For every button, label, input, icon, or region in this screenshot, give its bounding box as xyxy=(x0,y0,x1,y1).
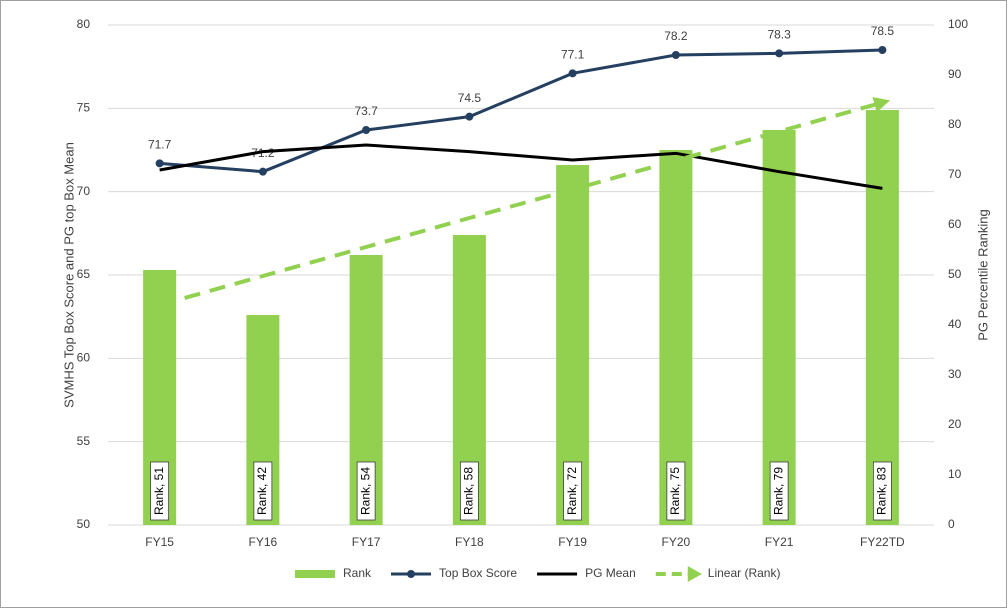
y2-tick-label: 20 xyxy=(948,417,962,431)
y-tick-label: 75 xyxy=(77,101,91,115)
line xyxy=(159,48,883,174)
data-label: Rank, 83 xyxy=(875,467,889,515)
data-label-box xyxy=(563,461,583,521)
data-label: Rank, 75 xyxy=(668,467,682,515)
point xyxy=(878,46,887,54)
y-tick-label: 80 xyxy=(77,17,91,31)
y-tick-label: 50 xyxy=(77,517,91,531)
data-label-box xyxy=(253,461,273,521)
y-tick-label: 65 xyxy=(77,267,91,281)
legend-item: Linear (Rank) xyxy=(655,566,781,582)
data-label-box xyxy=(459,461,479,521)
x-tick-label: FY16 xyxy=(249,535,278,549)
point xyxy=(568,69,577,78)
y-tick-label: 60 xyxy=(77,351,91,365)
y2-axis-label: PG Percentile Ranking xyxy=(975,209,990,341)
data-label: 71.7 xyxy=(148,138,172,152)
legend-item: Top Box Score xyxy=(391,566,517,580)
data-label: 78.2 xyxy=(664,29,688,43)
y2-tick-label: 30 xyxy=(948,367,962,381)
bar xyxy=(865,110,899,525)
y2-tick-label: 70 xyxy=(948,167,962,181)
data-label-box xyxy=(150,461,170,521)
x-tick-label: FY21 xyxy=(765,535,794,549)
data-label-box xyxy=(356,461,376,521)
legend-label: Rank xyxy=(343,566,372,580)
legend-label: Top Box Score xyxy=(439,566,517,580)
data-label: Rank, 72 xyxy=(565,467,579,515)
legend-swatch xyxy=(295,570,335,578)
legend-marker xyxy=(407,570,416,578)
data-label: 74.5 xyxy=(458,91,482,105)
data-label: Rank, 79 xyxy=(771,467,785,515)
data-label: Rank, 42 xyxy=(255,467,269,515)
line xyxy=(159,143,883,190)
x-tick-label: FY18 xyxy=(455,535,484,549)
y2-tick-label: 40 xyxy=(948,317,962,331)
legend-marker xyxy=(687,566,702,582)
x-tick-label: FY22TD xyxy=(860,535,905,549)
line xyxy=(159,100,883,307)
point xyxy=(671,51,680,59)
data-label-box xyxy=(666,461,686,521)
legend-label: PG Mean xyxy=(585,566,636,580)
x-tick-label: FY17 xyxy=(352,535,381,549)
point xyxy=(362,126,371,134)
data-label: Rank, 58 xyxy=(462,467,476,515)
y-tick-label: 55 xyxy=(77,434,91,448)
data-label: 78.5 xyxy=(871,24,895,38)
y-tick-label: 70 xyxy=(77,184,91,198)
point xyxy=(258,167,267,176)
y2-tick-label: 60 xyxy=(948,217,962,231)
legend-item: PG Mean xyxy=(537,566,636,580)
data-label-box xyxy=(769,461,789,521)
x-tick-label: FY19 xyxy=(558,535,587,549)
data-label: 78.3 xyxy=(767,28,791,42)
bar xyxy=(762,130,796,525)
y2-tick-label: 90 xyxy=(948,67,962,81)
y2-tick-label: 80 xyxy=(948,117,962,131)
point xyxy=(155,159,164,168)
legend-item: Rank xyxy=(295,566,372,580)
data-label: Rank, 51 xyxy=(152,467,166,515)
point xyxy=(465,112,474,121)
point xyxy=(775,49,784,58)
y2-tick-label: 100 xyxy=(948,17,968,31)
arrow-head xyxy=(872,96,891,113)
legend-label: Linear (Rank) xyxy=(708,566,781,580)
y-axis-label: SVMHS Top Box Score and PG top Box Mean xyxy=(61,142,76,408)
data-label: Rank, 54 xyxy=(358,467,372,515)
y2-tick-label: 10 xyxy=(948,467,962,481)
y2-tick-label: 50 xyxy=(948,267,962,281)
data-label-box xyxy=(872,461,892,521)
data-label: 77.1 xyxy=(561,48,585,62)
y2-tick-label: 0 xyxy=(948,517,955,531)
x-tick-label: FY20 xyxy=(662,535,691,549)
data-label: 73.7 xyxy=(354,104,378,118)
x-tick-label: FY15 xyxy=(145,535,174,549)
